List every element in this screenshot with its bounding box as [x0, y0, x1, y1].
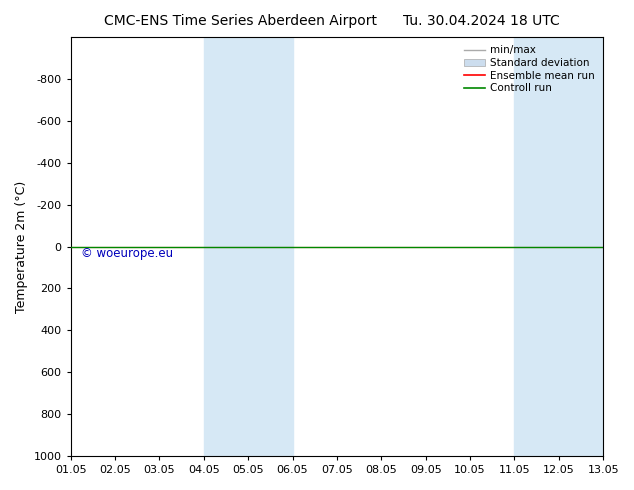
Y-axis label: Temperature 2m (°C): Temperature 2m (°C) [15, 180, 28, 313]
Text: CMC-ENS Time Series Aberdeen Airport: CMC-ENS Time Series Aberdeen Airport [105, 14, 377, 28]
Text: Tu. 30.04.2024 18 UTC: Tu. 30.04.2024 18 UTC [403, 14, 560, 28]
Legend: min/max, Standard deviation, Ensemble mean run, Controll run: min/max, Standard deviation, Ensemble me… [461, 42, 598, 97]
Bar [514, 37, 603, 456]
Text: © woeurope.eu: © woeurope.eu [81, 247, 173, 260]
Bar [204, 37, 292, 456]
